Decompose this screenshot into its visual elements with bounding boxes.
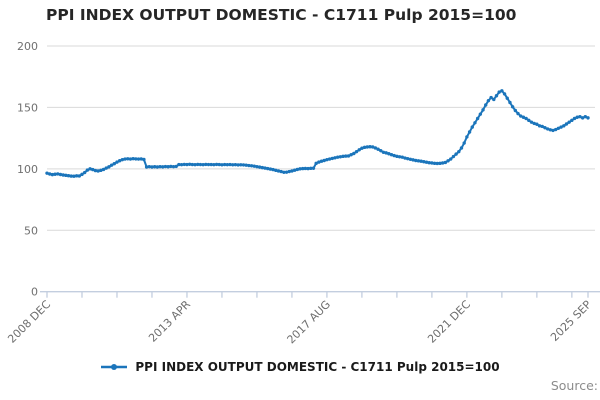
svg-text:100: 100: [17, 163, 38, 176]
svg-text:2008 DEC: 2008 DEC: [5, 298, 53, 346]
legend-line-marker-icon: [101, 364, 128, 370]
line-chart-canvas: 0 50 100 150 200 2008 DEC 2013 APR 2017 AUG 202…: [5, 40, 600, 347]
svg-text:0: 0: [31, 286, 38, 299]
source-label: Source:: [550, 378, 598, 393]
x-axis-labels: 2008 DEC 2013 APR 2017 AUG 2021 DEC 2025 SEP: [5, 298, 594, 347]
svg-text:2021 DEC: 2021 DEC: [425, 298, 473, 346]
legend-item[interactable]: PPI INDEX OUTPUT DOMESTIC - C1711 Pulp 2…: [100, 360, 500, 374]
legend: PPI INDEX OUTPUT DOMESTIC - C1711 Pulp 2…: [0, 360, 600, 374]
axes-and-ticks: [40, 291, 600, 298]
chart-title: PPI INDEX OUTPUT DOMESTIC - C1711 Pulp 2…: [46, 6, 517, 24]
data-series-line: [45, 89, 590, 178]
gridlines: [47, 45, 595, 231]
svg-text:200: 200: [17, 40, 38, 53]
svg-text:50: 50: [24, 224, 38, 237]
svg-text:150: 150: [17, 101, 38, 114]
legend-label: PPI INDEX OUTPUT DOMESTIC - C1711 Pulp 2…: [135, 360, 500, 374]
svg-text:2013 APR: 2013 APR: [146, 298, 193, 345]
svg-text:2025 SEP: 2025 SEP: [548, 298, 594, 344]
y-axis-labels: 0 50 100 150 200: [17, 40, 38, 299]
svg-text:2017 AUG: 2017 AUG: [285, 298, 334, 347]
